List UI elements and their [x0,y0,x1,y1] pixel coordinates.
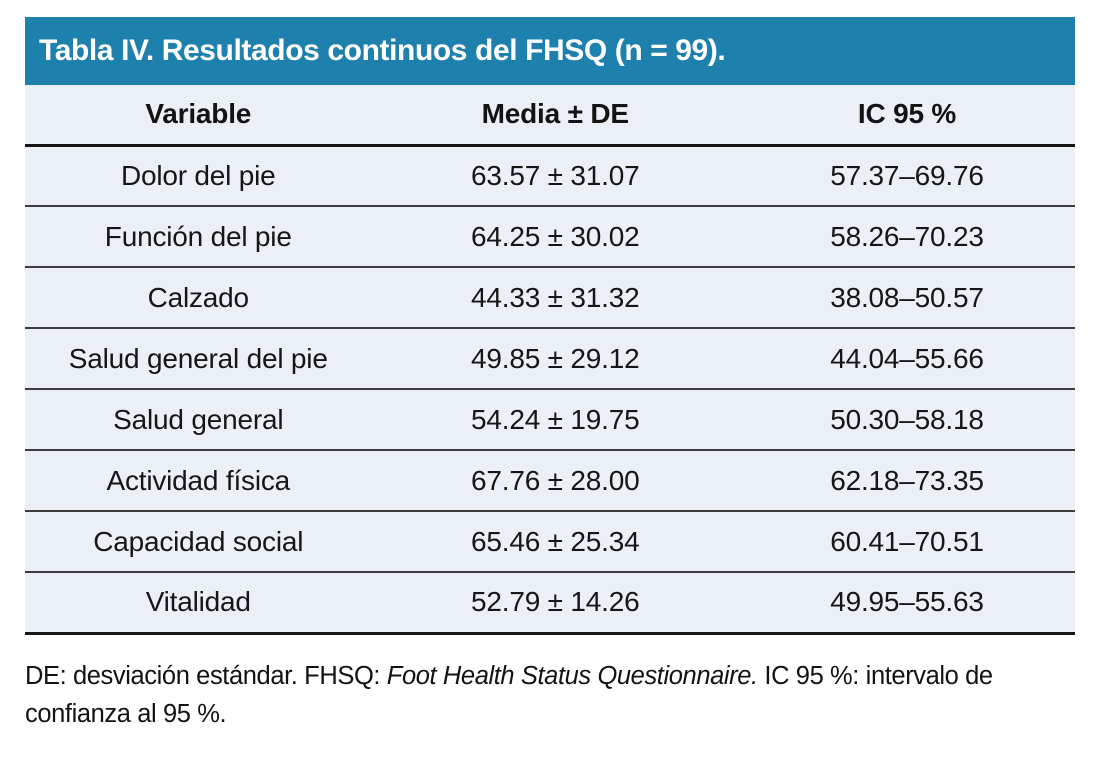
table-row: Vitalidad 52.79 ± 14.26 49.95–55.63 [25,572,1075,635]
table-row: Dolor del pie 63.57 ± 31.07 57.37–69.76 [25,145,1075,207]
media-de-cell: 63.57 ± 31.07 [371,145,739,207]
media-de-cell: 52.79 ± 14.26 [371,572,739,635]
variable-cell: Vitalidad [25,572,372,635]
media-de-cell: 49.85 ± 29.12 [371,328,739,390]
ci-95-cell: 62.18–73.35 [739,450,1075,512]
variable-cell: Actividad física [25,450,372,512]
table-caption: Tabla IV. Resultados continuos del FHSQ … [25,17,1075,85]
media-de-cell: 54.24 ± 19.75 [371,389,739,451]
table-row: Salud general del pie 49.85 ± 29.12 44.04–… [25,328,1075,390]
ci-95-cell: 50.30–58.18 [739,389,1075,451]
variable-cell: Función del pie [25,206,372,268]
table-footnote: DE: desviación estándar. FHSQ: Foot Heal… [25,657,1081,733]
variable-cell: Salud general del pie [25,328,372,390]
ci-95-cell: 38.08–50.57 [739,267,1075,329]
media-de-cell: 64.25 ± 30.02 [371,206,739,268]
results-table: Variable Media ± DE IC 95 % Dolor del pi… [25,85,1075,635]
results-table-block: Tabla IV. Resultados continuos del FHSQ … [25,17,1075,733]
ci-95-cell: 49.95–55.63 [739,572,1075,635]
media-de-cell: 44.33 ± 31.32 [371,267,739,329]
table-row: Actividad física 67.76 ± 28.00 62.18–73.35 [25,450,1075,512]
ci-95-cell: 44.04–55.66 [739,328,1075,390]
variable-cell: Capacidad social [25,511,372,573]
footnote-text-1: DE: desviación estándar. FHSQ: [25,661,387,690]
media-de-cell: 67.76 ± 28.00 [371,450,739,512]
column-header-ic95: IC 95 % [739,85,1075,147]
table-row: Salud general 54.24 ± 19.75 50.30–58.18 [25,389,1075,451]
ci-95-cell: 58.26–70.23 [739,206,1075,268]
header-row: Variable Media ± DE IC 95 % [25,85,1075,147]
variable-cell: Calzado [25,267,372,329]
ci-95-cell: 57.37–69.76 [739,145,1075,207]
table-row: Capacidad social 65.46 ± 25.34 60.41–70.51 [25,511,1075,573]
table-row: Función del pie 64.25 ± 30.02 58.26–70.23 [25,206,1075,268]
table-row: Calzado 44.33 ± 31.32 38.08–50.57 [25,267,1075,329]
table-body: Dolor del pie 63.57 ± 31.07 57.37–69.76 Fun… [25,145,1075,635]
column-header-media-de: Media ± DE [371,85,739,147]
variable-cell: Dolor del pie [25,145,372,207]
table-header: Variable Media ± DE IC 95 % [25,85,1075,147]
footnote-italic-fhsq: Foot Health Status Questionnaire. [386,661,758,690]
variable-cell: Salud general [25,389,372,451]
ci-95-cell: 60.41–70.51 [739,511,1075,573]
footnote-text-2: IC 95 %: intervalo de confianza al 95 %. [25,661,993,728]
media-de-cell: 65.46 ± 25.34 [371,511,739,573]
column-header-variable: Variable [25,85,372,147]
